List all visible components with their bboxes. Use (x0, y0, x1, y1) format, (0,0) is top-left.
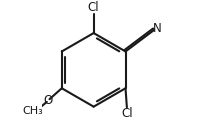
Text: CH₃: CH₃ (23, 106, 44, 116)
Text: Cl: Cl (88, 1, 99, 14)
Text: Cl: Cl (121, 107, 133, 120)
Text: N: N (153, 22, 162, 35)
Text: O: O (44, 94, 53, 107)
